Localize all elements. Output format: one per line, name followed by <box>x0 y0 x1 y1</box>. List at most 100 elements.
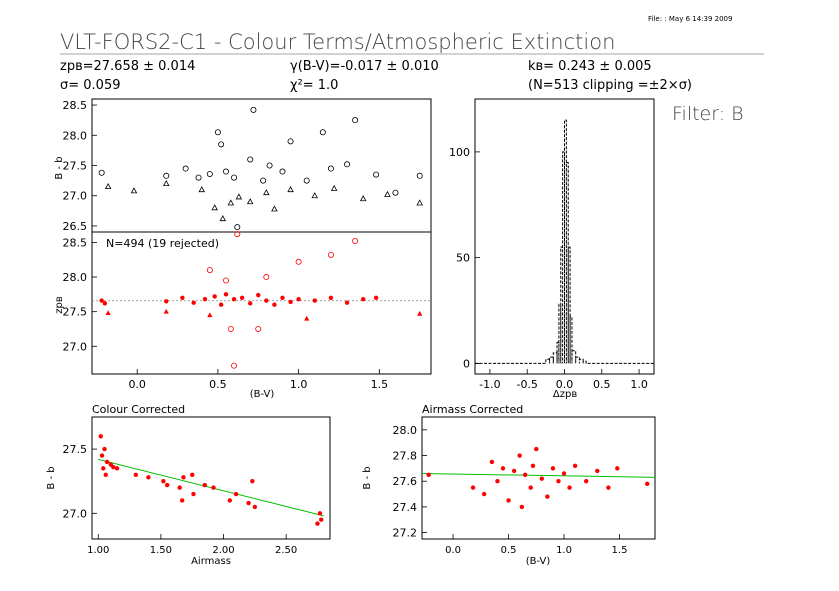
histogram-ytick-label: 50 <box>456 252 470 265</box>
airmass-corrected-fit-line <box>421 473 656 478</box>
colour-corrected-point <box>190 472 195 477</box>
corrected-point <box>212 294 217 299</box>
airmass-corrected-point <box>481 491 487 497</box>
histogram-panel: Δzpʙ 0 50 100 -1.0 -0.5 0.0 0.5 1.0 <box>449 98 655 400</box>
raw-point <box>235 193 243 200</box>
colour-corrected-point <box>164 482 170 488</box>
raw-point <box>218 141 225 148</box>
colour-corrected-ytick-label: 27.0 <box>63 507 88 520</box>
raw-point <box>206 170 213 177</box>
airmass-corrected-point <box>615 466 620 471</box>
airmass-corrected-point <box>584 479 589 484</box>
colour-corrected-point <box>161 479 166 484</box>
corrected-point <box>239 295 245 301</box>
airmass-corrected-xtick-label: 1.0 <box>556 545 572 556</box>
histogram-xtick-label: -1.0 <box>479 378 500 391</box>
corrected-point <box>223 292 229 297</box>
histogram-xtick-label: 1.0 <box>630 378 648 391</box>
raw-point <box>327 165 334 172</box>
airmass-corrected-ytick-label: 27.8 <box>393 450 418 463</box>
corrected-point <box>180 295 185 301</box>
corrected-point <box>296 296 301 302</box>
corrected-ytick-label: 28.0 <box>63 271 88 284</box>
corrected-point <box>231 296 237 302</box>
colour-corrected-xlabel: Airmass <box>191 556 231 567</box>
airmass-corrected-point <box>489 459 495 465</box>
raw-scatter-panel: B - b 26.5 27.0 27.5 28.0 28.5 <box>54 98 432 233</box>
corrected-point <box>105 310 111 316</box>
raw-point <box>416 172 423 179</box>
corrected-ylabel: zpʙ <box>54 296 65 314</box>
corrected-annotation: N=494 (19 rejected) <box>106 237 219 250</box>
raw-point <box>98 169 105 176</box>
raw-point <box>344 161 351 168</box>
colour-corrected-point <box>103 472 108 477</box>
raw-ytick-label: 27.5 <box>63 160 88 173</box>
histogram-outline <box>475 119 654 364</box>
corrected-point <box>207 312 213 318</box>
raw-point <box>195 174 202 181</box>
corrected-point <box>280 295 285 301</box>
airmass-corrected-ytick-label: 27.4 <box>393 501 418 514</box>
histogram-xtick-label: -0.5 <box>516 378 537 391</box>
corrected-point <box>231 362 238 369</box>
raw-point <box>311 192 319 199</box>
airmass-corrected-point <box>572 463 578 468</box>
raw-point <box>330 184 338 191</box>
colour-corrected-fit-line <box>98 458 324 517</box>
raw-point <box>182 165 189 172</box>
corrected-ytick-label: 27.5 <box>63 306 88 319</box>
colour-corrected-point <box>104 459 110 465</box>
airmass-corrected-point <box>470 485 476 490</box>
corrected-point <box>256 292 261 298</box>
raw-point <box>263 189 270 196</box>
airmass-corrected-point <box>517 453 522 458</box>
airmass-corrected-point <box>530 463 536 468</box>
raw-point <box>271 205 278 212</box>
airmass-corrected-xlabel: (B-V) <box>526 556 551 567</box>
corrected-ytick-label: 28.5 <box>63 236 88 249</box>
airmass-corrected-point <box>500 466 506 471</box>
raw-point <box>163 172 170 179</box>
airmass-corrected-ytick-label: 27.6 <box>393 475 418 488</box>
colour-corrected-xtick-label: 2.50 <box>275 545 297 556</box>
corrected-point <box>352 238 359 245</box>
raw-point <box>227 199 235 206</box>
airmass-corrected-point <box>645 481 650 486</box>
colour-corrected-point <box>146 475 151 480</box>
corrected-point <box>248 301 253 306</box>
colour-corrected-point <box>101 466 106 471</box>
corrected-point <box>272 302 277 307</box>
colour-corrected-point <box>315 521 320 526</box>
histogram-xtick-label: 0.5 <box>593 378 611 391</box>
chi-line: χ²= 1.0 <box>290 78 338 93</box>
corrected-scatter-panel: N=494 (19 rejected) zpʙ (B-V) 27.0 27.5 28… <box>54 231 432 400</box>
colour-corrected-point <box>179 498 185 503</box>
airmass-corrected-ylabel: B - b <box>362 466 373 489</box>
zp-line: zpʙ=27.658 ± 0.014 <box>60 59 195 74</box>
corrected-point <box>344 300 350 305</box>
sigma-line: σ= 0.059 <box>60 78 120 93</box>
colour-corrected-point <box>114 466 120 471</box>
colour-corrected-panel: Colour Corrected B - b Airmass 27.0 27.5 1… <box>46 403 331 567</box>
colour-corrected-point <box>191 491 196 497</box>
raw-point <box>359 195 367 202</box>
corrected-point <box>255 325 262 332</box>
corrected-point <box>99 298 104 303</box>
corrected-point <box>206 267 213 274</box>
k-line: kʙ= 0.243 ± 0.005 <box>528 59 652 74</box>
histogram-xlabel: Δzpʙ <box>553 389 577 400</box>
histogram-xtick-label: 0.0 <box>556 378 574 391</box>
raw-point <box>222 168 229 175</box>
raw-point <box>231 174 238 181</box>
airmass-corrected-xtick-label: 0.5 <box>501 545 517 556</box>
corrected-point <box>227 325 234 332</box>
colour-corrected-point <box>252 504 258 510</box>
corrected-point <box>191 300 196 305</box>
raw-point <box>247 156 254 163</box>
colour-corrected-ylabel: B - b <box>46 466 57 489</box>
corrected-point <box>234 231 241 238</box>
raw-frame <box>91 98 432 233</box>
raw-point <box>319 129 326 136</box>
colour-corrected-ytick-label: 27.5 <box>63 443 88 456</box>
